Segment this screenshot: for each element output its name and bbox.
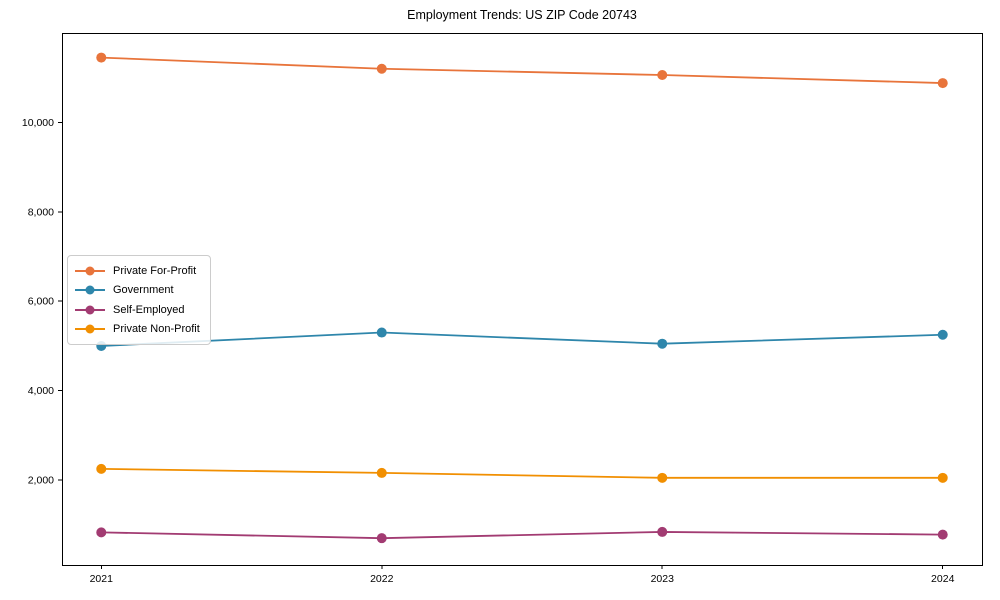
data-point-marker <box>657 472 668 483</box>
series-self-employed <box>96 526 948 544</box>
y-tick-label: 10,000 <box>22 117 54 129</box>
legend-marker-dot <box>85 305 95 315</box>
data-point-marker <box>937 472 948 483</box>
data-point-marker <box>376 63 387 74</box>
legend-item-self-employed: Self-Employed <box>75 300 200 320</box>
legend-label: Government <box>113 284 174 297</box>
plot-frame <box>62 33 983 566</box>
data-point-marker <box>937 529 948 540</box>
series-government <box>96 327 948 351</box>
data-point-marker <box>657 526 668 537</box>
data-point-marker <box>657 338 668 349</box>
legend-item-private-non-profit: Private Non-Profit <box>75 320 200 340</box>
y-tick-label: 8,000 <box>28 206 54 218</box>
data-point-marker <box>376 467 387 478</box>
legend-marker-dot <box>85 266 95 276</box>
y-tick-label: 4,000 <box>28 385 54 397</box>
y-tick-label: 6,000 <box>28 296 54 308</box>
x-tick-label: 2024 <box>931 573 955 585</box>
legend-marker-line <box>75 266 105 276</box>
legend-marker-dot <box>85 285 95 295</box>
legend-item-private-for-profit: Private For-Profit <box>75 261 200 281</box>
legend-marker-dot <box>85 324 95 334</box>
series-private-non-profit <box>96 463 948 483</box>
data-point-marker <box>376 327 387 338</box>
legend-label: Private For-Profit <box>113 264 197 277</box>
data-point-marker <box>96 463 107 474</box>
series-line <box>100 531 944 540</box>
data-point-marker <box>376 533 387 544</box>
legend-item-government: Government <box>75 281 200 301</box>
data-point-marker <box>937 78 948 89</box>
y-tick-label: 2,000 <box>28 475 54 487</box>
series-line <box>100 56 944 84</box>
x-tick-label: 2021 <box>90 573 114 585</box>
series-line <box>100 331 944 347</box>
data-point-marker <box>657 70 668 81</box>
y-axis: 2,000 4,000 6,000 8,000 10,000 <box>22 117 62 487</box>
legend-marker-line <box>75 285 105 295</box>
x-tick-label: 2023 <box>651 573 675 585</box>
legend-label: Self-Employed <box>113 303 185 316</box>
data-point-marker <box>937 329 948 340</box>
legend-label: Private Non-Profit <box>113 323 200 336</box>
x-axis: 2021 2022 2023 2024 <box>90 565 955 585</box>
series-line <box>100 467 944 479</box>
data-point-marker <box>96 52 107 63</box>
series-private-for-profit <box>96 52 948 89</box>
chart-legend: Private For-Profit Government Self-Emplo… <box>67 255 211 345</box>
legend-marker-line <box>75 324 105 334</box>
x-tick-label: 2022 <box>370 573 394 585</box>
data-point-marker <box>96 527 107 538</box>
legend-marker-line <box>75 305 105 315</box>
chart-title: Employment Trends: US ZIP Code 20743 <box>407 8 637 22</box>
